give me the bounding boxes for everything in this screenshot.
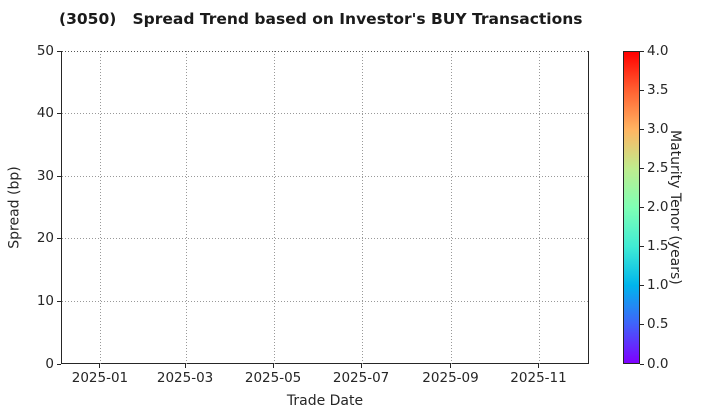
x-tick-mark [272,364,274,368]
x-gridline [539,51,540,364]
y-tick-label: 40 [36,105,54,122]
y-tick-mark [57,238,61,240]
colorbar-tick-label: 2.5 [647,159,669,176]
y-gridline [62,238,590,240]
colorbar-tick-label: 1.5 [647,238,669,255]
colorbar-tick-mark [640,207,644,208]
y-gridline [62,175,590,177]
colorbar-tick-label: 2.0 [647,199,669,215]
colorbar-tick-mark [640,285,644,287]
x-tick-mark [99,364,101,368]
y-gridline [62,50,590,52]
x-gridline [451,51,452,364]
colorbar-gradient [623,51,640,364]
x-tick-label: 2025-05 [244,370,302,386]
y-tick-label: 10 [36,292,54,309]
colorbar-tick-mark [640,128,644,130]
x-gridline [100,51,102,364]
x-axis-label: Trade Date [286,393,364,409]
y-tick-mark [57,300,61,302]
colorbar-tick-mark [640,50,644,52]
y-axis-label: Spread (bp) [6,166,23,249]
colorbar-tick-label: 0.0 [647,355,669,372]
colorbar-tick-label: 0.5 [647,316,669,333]
colorbar-tick-label: 4.0 [647,42,669,59]
colorbar-label: Maturity Tenor (years) [667,130,683,285]
x-tick-mark [360,364,362,368]
x-gridline [185,51,187,364]
colorbar-tick-mark [640,167,644,169]
colorbar-tick-mark [640,324,644,326]
x-tick-label: 2025-01 [71,370,129,386]
x-tick-label: 2025-11 [510,370,567,386]
x-gridline [361,51,363,364]
y-tick-mark [57,50,61,52]
colorbar-tick-label: 1.0 [647,277,669,294]
colorbar-tick-label: 3.5 [647,81,669,98]
x-tick-mark [538,364,539,368]
y-tick-label: 30 [36,167,54,184]
y-tick-mark [57,363,61,365]
y-tick-label: 0 [45,355,54,372]
chart-title: (3050) Spread Trend based on Investor's … [59,10,583,28]
y-gridline [62,113,590,115]
x-tick-mark [450,364,451,368]
x-tick-label: 2025-09 [422,370,479,386]
y-tick-label: 20 [36,230,54,247]
y-tick-label: 50 [36,42,54,59]
x-tick-label: 2025-07 [332,370,390,386]
x-tick-mark [184,364,186,368]
x-tick-label: 2025-03 [156,370,214,386]
plot-area [61,50,590,364]
colorbar-tick-mark [640,246,644,248]
y-gridline [62,300,590,302]
colorbar-tick-label: 3.0 [647,120,669,137]
y-tick-mark [57,113,61,115]
x-gridline [273,51,275,364]
colorbar-tick-mark [640,363,644,365]
y-tick-mark [57,175,61,177]
colorbar-tick-mark [640,89,644,91]
